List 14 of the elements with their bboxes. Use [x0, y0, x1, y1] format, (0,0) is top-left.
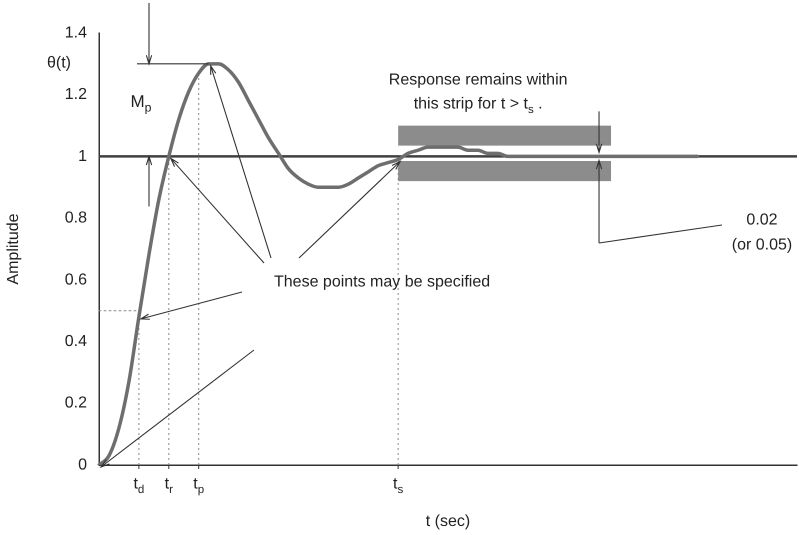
y-tick-label: 1.2: [64, 86, 88, 104]
y-axis-title: Amplitude: [5, 213, 22, 285]
text: θ(t): [47, 54, 71, 72]
line-series: [97, 62, 700, 465]
y-tick-label: 1.4: [64, 24, 88, 42]
annotation: These points may be specified: [274, 273, 490, 290]
y-tick-label: 0.4: [64, 332, 88, 350]
y-tick-label: 0.2: [64, 394, 88, 412]
y-tick-label: 1: [78, 148, 88, 165]
y-tick-label: 0.6: [64, 271, 88, 288]
y-tick-label: 0: [78, 456, 88, 474]
x-axis-title: t (sec): [426, 512, 470, 530]
y-tick-label: 0.8: [64, 210, 88, 227]
annotation: 0.02 (or 0.05): [732, 211, 792, 254]
